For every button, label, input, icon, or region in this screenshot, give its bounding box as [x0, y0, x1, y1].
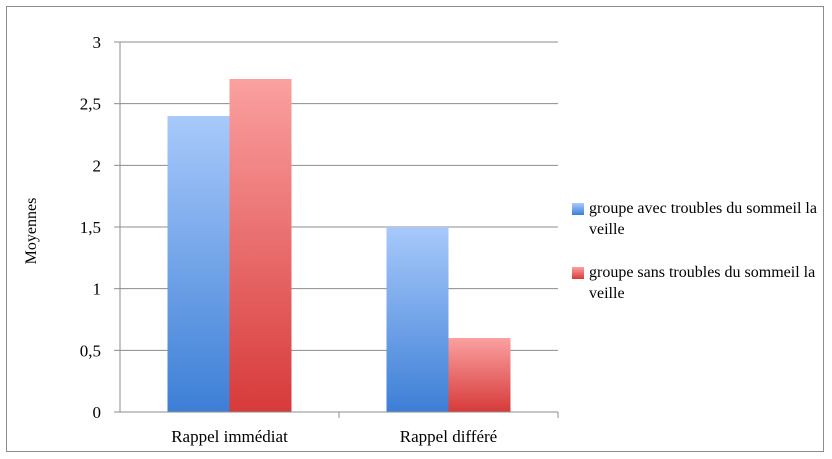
bar-series-1-cat-0	[229, 79, 292, 412]
y-tick-label: 3	[93, 33, 102, 52]
bar-series-0-cat-1	[386, 227, 449, 412]
legend-label: groupe sans troubles du sommeil la veill…	[589, 264, 816, 302]
y-tick-label: 0	[93, 403, 102, 422]
bar-series-1-cat-1	[448, 338, 511, 412]
tick-labels: 0 0,5 1 1,5 2 2,5 3 Rappel immédiat Rappel diffé…	[80, 33, 497, 446]
legend-swatch-red	[572, 267, 584, 279]
legend-item-series-0: groupe avec troubles du sommeil la veill…	[572, 198, 822, 240]
legend-item-series-1: groupe sans troubles du sommeil la veill…	[572, 262, 822, 304]
y-tick-label: 1	[93, 280, 102, 299]
y-tick-label: 2,5	[80, 95, 101, 114]
x-tick-label: Rappel différé	[400, 427, 497, 446]
bar-series-0-cat-0	[167, 116, 230, 412]
y-tick-label: 1,5	[80, 218, 101, 237]
legend-swatch-blue	[572, 203, 584, 215]
axes	[114, 41, 559, 418]
y-tick-label: 0,5	[80, 341, 101, 360]
legend: groupe avec troubles du sommeil la veill…	[572, 198, 822, 326]
x-tick-label: Rappel immédiat	[171, 427, 288, 446]
legend-label: groupe avec troubles du sommeil la veill…	[589, 200, 817, 238]
bars	[167, 79, 511, 412]
y-axis-title: Moyennes	[23, 198, 40, 265]
y-tick-label: 2	[93, 156, 102, 175]
